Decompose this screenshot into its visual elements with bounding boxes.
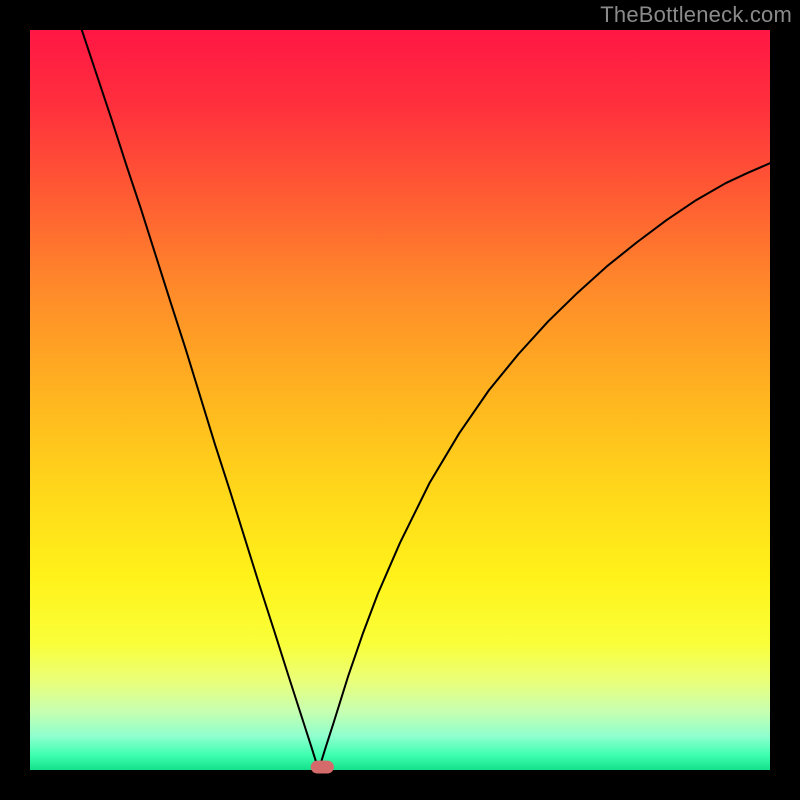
vertex-marker [311,761,333,773]
gradient-background [30,30,770,770]
bottleneck-chart [0,0,800,800]
chart-frame: { "watermark": { "text": "TheBottleneck.… [0,0,800,800]
watermark-text: TheBottleneck.com [600,2,792,28]
